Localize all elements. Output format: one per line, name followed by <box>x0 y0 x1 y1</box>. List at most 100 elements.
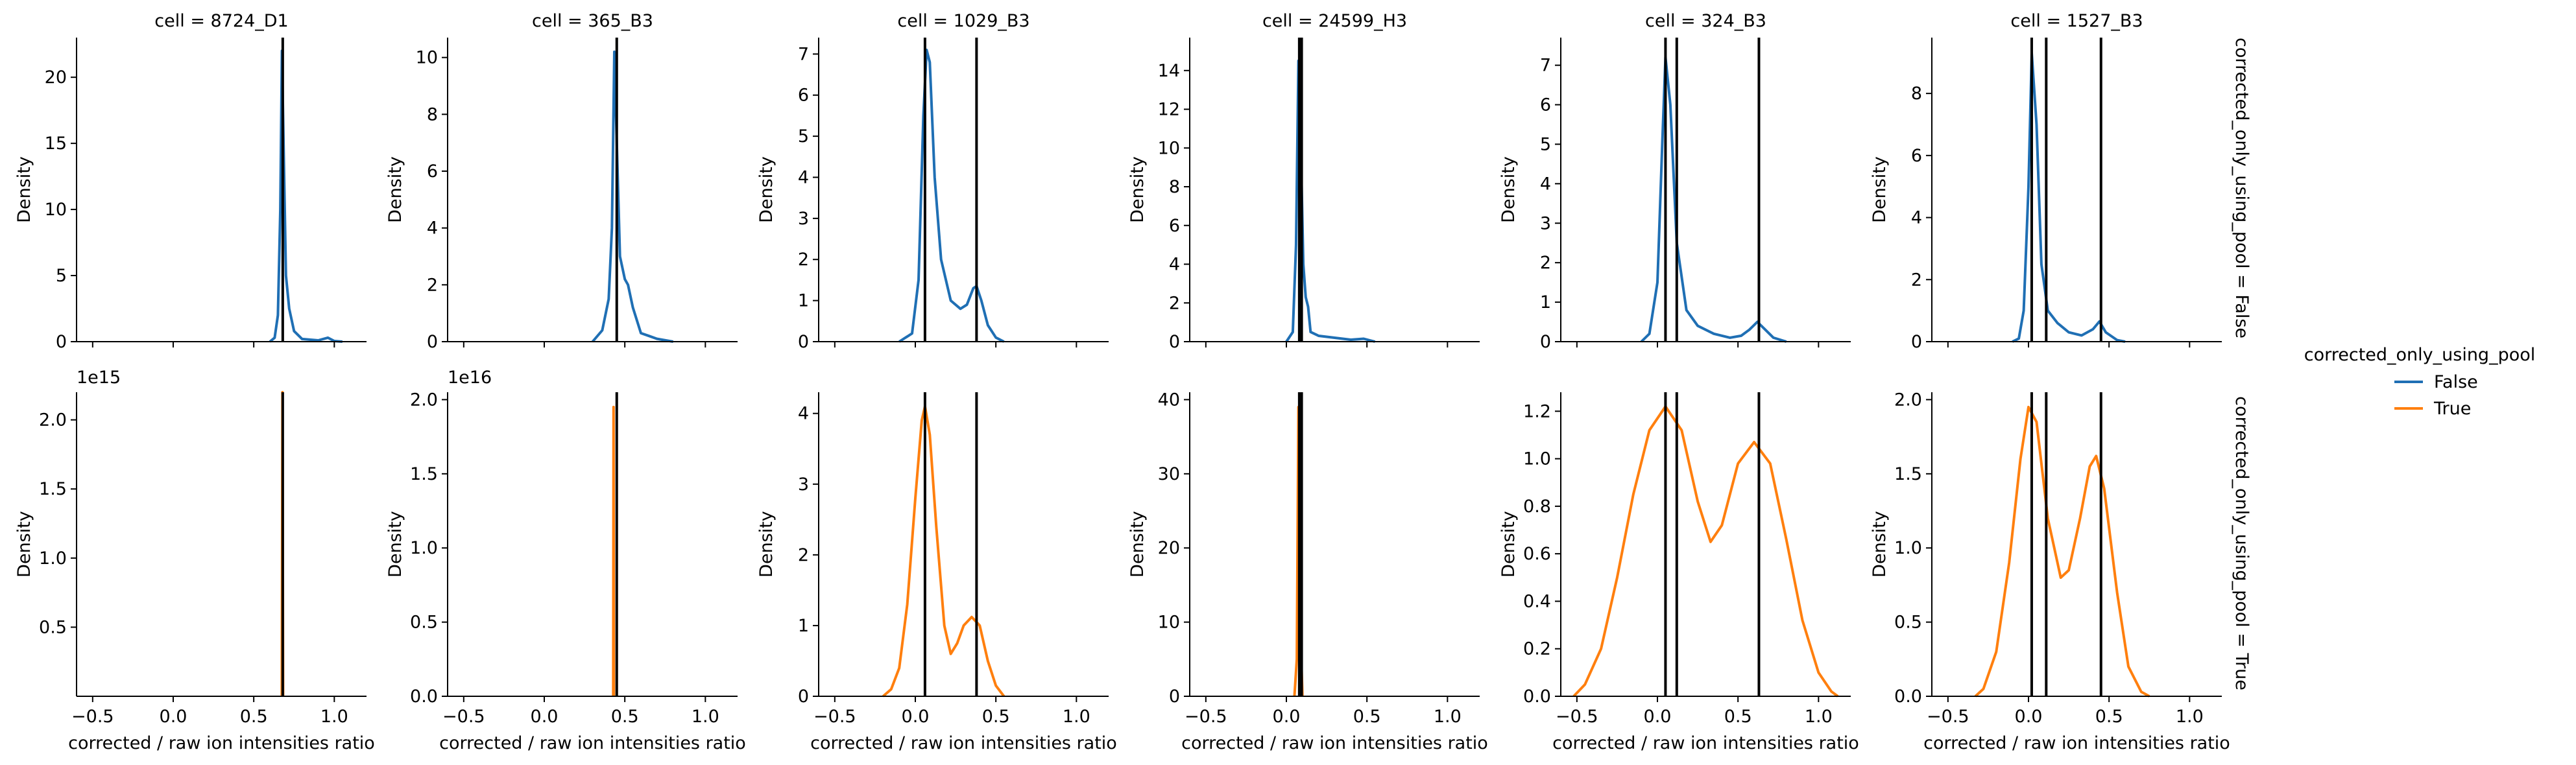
y-tick-label: 1.0 <box>410 538 438 558</box>
y-tick-label: 7 <box>1540 56 1551 76</box>
y-tick-label: 1.5 <box>1894 464 1922 484</box>
y-tick-label: 4 <box>798 404 809 424</box>
facet-panel-r1-c2: 0 1 2 3 4 −0.5 0.0 0.5 1.0 corrected / raw ion in… <box>756 392 1117 753</box>
y-axis-label: Density <box>14 511 34 578</box>
y-tick-label: 20 <box>45 67 67 88</box>
x-axis-label: corrected / raw ion intensities ratio <box>1552 733 1859 753</box>
row-labels: corrected_only_using_pool = False correc… <box>2232 38 2252 690</box>
x-tick-label: 1.0 <box>320 707 348 727</box>
y-tick-label: 8 <box>427 104 438 124</box>
kde-curve-false <box>269 49 343 343</box>
y-tick-label: 10 <box>416 48 438 68</box>
row-label-true: corrected_only_using_pool = True <box>2232 396 2252 690</box>
facet-panel-r1-c0: 0.5 1.0 1.5 2.0 −0.5 0.0 0.5 1.0 corrected / raw… <box>14 368 375 753</box>
y-tick-label: 6 <box>427 161 438 182</box>
y-tick-label: 1.0 <box>1523 449 1551 469</box>
y-axis-label: Density <box>385 511 405 578</box>
y-tick-label: 2.0 <box>39 410 67 430</box>
x-tick-label: 0.0 <box>531 707 559 727</box>
facet-panel-r1-c3: 0 10 20 30 40 −0.5 0.0 0.5 1.0 corrected / raw io… <box>1127 390 1488 753</box>
y-tick-label: 0 <box>56 332 67 352</box>
y-axis-label: Density <box>1870 156 1890 223</box>
y-tick-label: 2.0 <box>1894 390 1922 410</box>
kde-curve-false <box>2012 51 2126 343</box>
y-tick-label: 0 <box>1169 332 1180 352</box>
y-tick-label: 0.4 <box>1523 591 1551 611</box>
x-tick-label: 0.0 <box>160 707 187 727</box>
facet-title: cell = 8724_D1 <box>154 11 288 31</box>
x-axis-label: corrected / raw ion intensities ratio <box>439 733 746 753</box>
x-tick-label: 0.5 <box>1724 707 1752 727</box>
y-tick-label: 1.0 <box>1894 538 1922 558</box>
y-tick-label: 0 <box>798 687 809 707</box>
facet-panel-r0-c4: cell = 324_B3 0 1 2 3 4 5 6 7 Density <box>1499 11 1851 352</box>
x-tick-label: −0.5 <box>813 707 856 727</box>
y-tick-label: 1 <box>798 616 809 636</box>
y-tick-label: 0 <box>1169 687 1180 707</box>
y-tick-label: 30 <box>1158 464 1180 484</box>
x-tick-label: 0.5 <box>982 707 1010 727</box>
y-tick-label: 0.5 <box>39 617 67 637</box>
facet-title: cell = 1029_B3 <box>897 11 1029 31</box>
y-tick-label: 4 <box>798 167 809 187</box>
x-tick-label: 0.5 <box>240 707 268 727</box>
y-tick-label: 0 <box>798 332 809 352</box>
y-tick-label: 40 <box>1158 390 1180 410</box>
y-tick-label: 0.5 <box>410 613 438 633</box>
y-tick-label: 12 <box>1158 100 1180 120</box>
y-axis-label: Density <box>756 511 776 578</box>
y-tick-label: 3 <box>798 209 809 229</box>
kde-curve-true <box>882 405 1005 698</box>
y-axis-label: Density <box>1499 511 1519 578</box>
x-tick-label: −0.5 <box>442 707 485 727</box>
y-tick-label: 5 <box>1540 134 1551 154</box>
x-axis-label: corrected / raw ion intensities ratio <box>810 733 1117 753</box>
facet-title: cell = 324_B3 <box>1645 11 1766 31</box>
y-tick-label: 2 <box>427 275 438 295</box>
kde-curve-true <box>612 405 616 697</box>
facet-panel-r0-c1: cell = 365_B3 0 2 4 6 8 10 Density <box>385 11 738 352</box>
y-tick-label: 2 <box>798 250 809 270</box>
kde-curve-true <box>1974 405 2150 698</box>
y-axis-label: Density <box>1127 156 1148 223</box>
y-tick-label: 14 <box>1158 61 1180 81</box>
y-offset-label: 1e16 <box>448 368 492 388</box>
y-tick-label: 2 <box>798 545 809 565</box>
y-tick-label: 10 <box>1158 138 1180 158</box>
x-tick-label: 1.0 <box>1434 707 1462 727</box>
y-tick-label: 7 <box>798 44 809 64</box>
y-tick-label: 1.5 <box>39 479 67 499</box>
y-tick-label: 0.2 <box>1523 639 1551 659</box>
legend-title: corrected_only_using_pool <box>2304 345 2536 365</box>
y-tick-label: 10 <box>45 200 67 220</box>
x-tick-label: 0.5 <box>2095 707 2123 727</box>
y-tick-label: 2 <box>1169 293 1180 313</box>
x-tick-label: −0.5 <box>1556 707 1598 727</box>
y-tick-label: 3 <box>1540 213 1551 233</box>
x-tick-label: −0.5 <box>71 707 114 727</box>
x-tick-label: 1.0 <box>1805 707 1833 727</box>
y-tick-label: 1.2 <box>1523 401 1551 421</box>
y-tick-label: 6 <box>1540 95 1551 115</box>
facet-panel-r0-c3: cell = 24599_H3 0 2 4 6 8 10 12 14 Density <box>1127 11 1480 352</box>
y-tick-label: 1.0 <box>39 548 67 569</box>
y-offset-label: 1e15 <box>77 368 121 388</box>
y-tick-label: 5 <box>798 126 809 147</box>
y-tick-label: 4 <box>427 218 438 239</box>
x-tick-label: 0.5 <box>611 707 639 727</box>
y-axis-label: Density <box>1499 156 1519 223</box>
x-tick-label: 0.0 <box>1273 707 1301 727</box>
y-tick-label: 4 <box>1540 174 1551 194</box>
x-tick-label: 0.0 <box>1644 707 1672 727</box>
y-tick-label: 0.8 <box>1523 497 1551 517</box>
facet-panel-r0-c2: cell = 1029_B3 0 1 2 3 4 5 6 7 Density <box>756 11 1109 352</box>
y-tick-label: 6 <box>1169 216 1180 236</box>
y-tick-label: 0 <box>427 332 438 352</box>
legend-label-false: False <box>2434 372 2478 392</box>
x-tick-label: −0.5 <box>1185 707 1227 727</box>
row-label-false: corrected_only_using_pool = False <box>2232 38 2252 338</box>
kde-curve-false <box>591 50 674 343</box>
x-tick-label: 1.0 <box>692 707 719 727</box>
y-tick-label: 1.5 <box>410 464 438 484</box>
